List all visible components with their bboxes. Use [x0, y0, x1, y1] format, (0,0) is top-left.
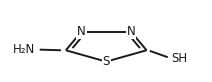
- Text: H₂N: H₂N: [13, 43, 35, 56]
- Text: N: N: [77, 25, 86, 38]
- Text: N: N: [127, 25, 135, 38]
- Text: S: S: [103, 55, 110, 68]
- Text: SH: SH: [171, 52, 187, 65]
